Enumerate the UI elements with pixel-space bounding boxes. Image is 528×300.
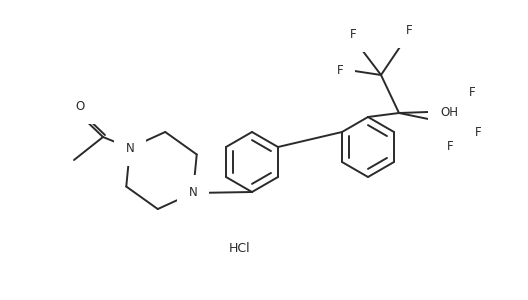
- Text: N: N: [188, 187, 197, 200]
- Text: N: N: [126, 142, 134, 154]
- Text: F: F: [469, 85, 476, 98]
- Text: F: F: [475, 125, 482, 139]
- Text: F: F: [337, 64, 343, 76]
- Text: F: F: [350, 28, 356, 40]
- Text: F: F: [406, 23, 412, 37]
- Text: F: F: [447, 140, 454, 152]
- Text: O: O: [76, 100, 84, 112]
- Text: OH: OH: [440, 106, 458, 118]
- Text: HCl: HCl: [229, 242, 251, 254]
